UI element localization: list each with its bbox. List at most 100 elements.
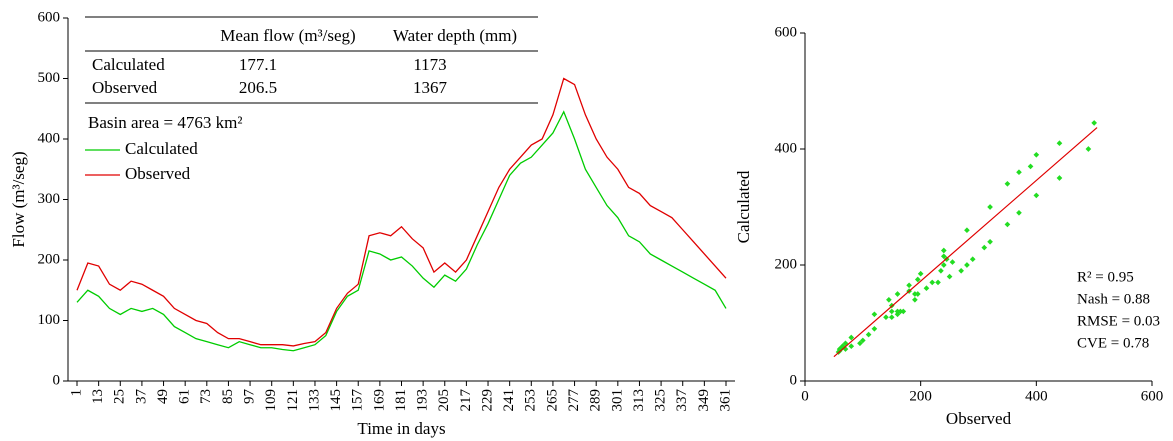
x-tick-label: 229	[479, 389, 495, 412]
scatter-point	[906, 282, 912, 289]
x-tick-label: 25	[112, 389, 128, 404]
x-tick-label: 13	[90, 389, 106, 404]
legend-label: Observed	[125, 164, 191, 183]
scatter-point	[1016, 169, 1022, 176]
y-tick-label: 300	[38, 191, 61, 207]
scatter-point	[969, 256, 976, 263]
x-tick-label: 37	[133, 389, 149, 405]
scatter-point	[1033, 151, 1040, 158]
x-tick-label: 265	[544, 389, 560, 412]
scatter-point	[940, 247, 947, 254]
scatter-point	[964, 227, 970, 234]
scatter-point	[1027, 163, 1034, 170]
y-tick-label: 0	[790, 372, 798, 388]
x-tick-label: 73	[198, 389, 214, 404]
scatter-point	[987, 238, 993, 245]
scatter-point	[981, 244, 988, 251]
scatter-point	[1033, 192, 1040, 199]
scatter-point	[848, 334, 855, 341]
x-tick-label: 301	[609, 389, 625, 412]
x-tick-label: 49	[155, 389, 171, 404]
scatter-point	[1056, 175, 1063, 181]
x-tick-label: 157	[350, 389, 366, 412]
scatter-point	[949, 259, 956, 265]
y-axis-label: Calculated	[734, 170, 753, 243]
x-tick-label: 289	[588, 389, 604, 412]
stat-label: CVE = 0.78	[1077, 335, 1149, 351]
x-tick-label: 217	[458, 389, 474, 412]
y-tick-label: 400	[38, 130, 61, 146]
scatter-point	[946, 273, 953, 280]
fit-line	[833, 127, 1098, 358]
x-tick-label: 133	[306, 389, 322, 412]
scatter-point	[1091, 120, 1097, 126]
x-tick-label: 61	[177, 389, 193, 404]
y-axis-label: Flow (m³/seg)	[9, 151, 28, 247]
x-tick-label: 181	[393, 389, 409, 412]
scatter-point	[888, 314, 895, 321]
x-tick-label: 109	[263, 389, 279, 412]
x-axis-label: Observed	[946, 409, 1012, 428]
stat-label: Nash = 0.88	[1077, 291, 1150, 307]
y-tick-label: 100	[38, 312, 61, 328]
x-tick-label: 325	[653, 389, 669, 412]
x-tick-label: 241	[501, 389, 517, 412]
scatter-point	[917, 270, 924, 277]
y-tick-label: 400	[775, 140, 798, 156]
x-tick-label: 145	[328, 389, 344, 412]
x-axis-label: Time in days	[357, 419, 445, 438]
scatter-point	[964, 262, 970, 268]
scatter-point	[912, 291, 918, 297]
x-tick-label: 600	[1141, 388, 1164, 404]
scatter-point	[894, 311, 901, 318]
scatter-point	[912, 296, 918, 303]
scatter-point	[888, 308, 895, 315]
scatter-point	[1085, 146, 1092, 152]
x-tick-label: 337	[674, 389, 690, 412]
x-tick-label: 361	[717, 389, 733, 412]
table-header: Mean flow (m³/seg)	[220, 26, 355, 45]
scatter-point	[886, 296, 892, 303]
scatter-point	[894, 291, 901, 297]
y-tick-label: 200	[775, 256, 798, 272]
scatter-point	[1056, 140, 1063, 147]
x-tick-label: 313	[631, 389, 647, 412]
x-tick-label: 97	[242, 389, 258, 405]
x-tick-label: 0	[801, 388, 809, 404]
table-header: Water depth (mm)	[393, 26, 517, 45]
scatter-point	[865, 331, 872, 338]
x-tick-label: 205	[436, 389, 452, 412]
scatter-point	[897, 308, 904, 315]
scatter-point	[860, 337, 866, 344]
legend-label: Calculated	[125, 139, 198, 158]
stat-label: R² = 0.95	[1077, 269, 1134, 285]
scatter-point	[871, 325, 878, 332]
flow-line	[76, 110, 727, 352]
scatter-point	[848, 343, 855, 350]
y-tick-label: 200	[38, 251, 61, 267]
x-tick-label: 253	[523, 389, 539, 412]
annotation: Basin area = 4763 km²	[88, 113, 242, 132]
x-tick-label: 277	[566, 389, 582, 412]
x-tick-label: 1	[68, 389, 84, 397]
flow-line	[76, 77, 727, 347]
table-cell: Observed	[92, 78, 158, 97]
scatter-point	[1004, 221, 1011, 228]
x-tick-label: 85	[220, 389, 236, 404]
scatter-point	[958, 267, 964, 274]
x-tick-label: 349	[696, 389, 712, 412]
stat-label: RMSE = 0.03	[1077, 313, 1160, 329]
table-cell: 1173	[413, 55, 446, 74]
y-tick-label: 600	[38, 9, 61, 25]
x-tick-label: 121	[285, 389, 301, 412]
x-tick-label: 169	[371, 389, 387, 412]
table-cell: 206.5	[239, 78, 277, 97]
table-cell: 177.1	[239, 55, 277, 74]
scatter-point	[900, 308, 907, 315]
x-tick-label: 200	[909, 388, 932, 404]
scatter-point	[1004, 180, 1011, 187]
scatter-point	[935, 279, 941, 286]
scatter-point	[940, 262, 947, 268]
x-tick-label: 193	[415, 389, 431, 412]
